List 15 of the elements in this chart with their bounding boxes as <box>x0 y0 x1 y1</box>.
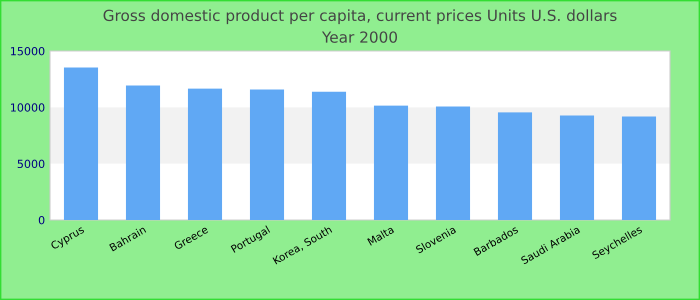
bar <box>126 85 160 220</box>
bar <box>64 68 98 220</box>
y-tick-label: 10000 <box>11 103 44 112</box>
bar <box>250 90 284 220</box>
bar <box>188 88 222 220</box>
y-tick-label: 15000 <box>11 46 44 56</box>
y-tick-label: 5000 <box>18 160 44 168</box>
chart-title: Gross domestic product per capita, current prices Units U.S. dollars Year 2000 <box>104 9 617 43</box>
bar <box>436 106 470 220</box>
bar <box>560 116 594 220</box>
bar <box>622 116 656 220</box>
bar <box>312 92 346 220</box>
y-tick-label: 0 <box>38 216 44 224</box>
bar <box>498 112 532 220</box>
bar <box>374 106 408 220</box>
